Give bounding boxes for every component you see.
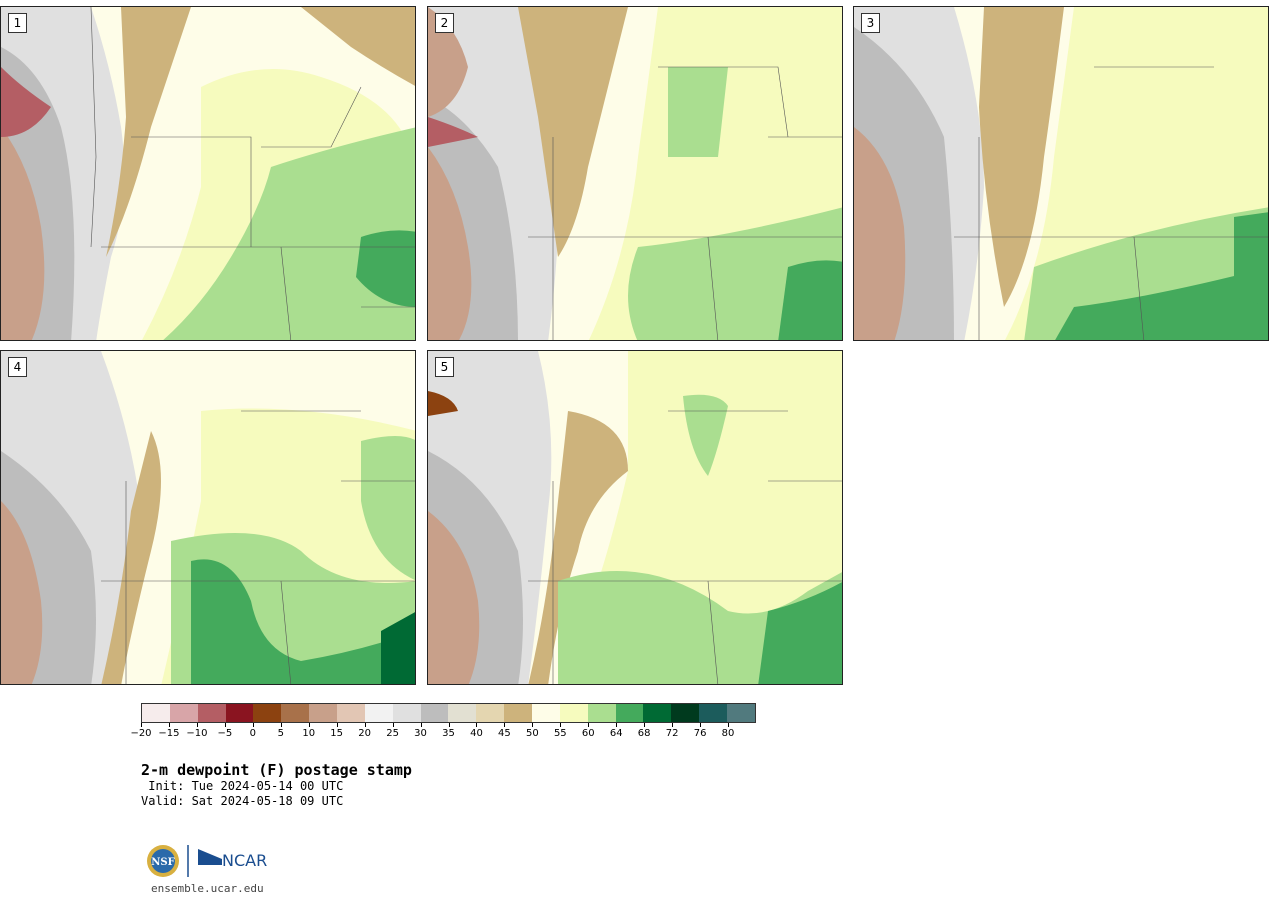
colorbar-swatch (309, 704, 338, 722)
colorbar-tick (616, 723, 618, 727)
nsf-ncar-logo: NSF NCAR (147, 845, 267, 877)
colorbar-tick-label: 45 (498, 728, 511, 739)
colorbar-swatch (671, 704, 700, 722)
colorbar-swatch (699, 704, 728, 722)
colorbar-tick (364, 723, 366, 727)
map-panel-4: 4 (0, 350, 416, 685)
colorbar-tick (336, 723, 338, 727)
colorbar-swatch (532, 704, 560, 722)
colorbar-swatch (142, 704, 170, 722)
colorbar-tick-label: −15 (158, 728, 180, 739)
colorbar-tick (644, 723, 646, 727)
valid-time: Valid: Sat 2024-05-18 09 UTC (141, 794, 344, 808)
colorbar-swatch (559, 704, 588, 722)
colorbar-tick (560, 723, 562, 727)
panel-number: 1 (8, 13, 27, 33)
colorbar-swatch (615, 704, 644, 722)
colorbar-tick-label: 50 (525, 728, 539, 739)
colorbar-swatch (225, 704, 254, 722)
panel-number: 5 (435, 357, 454, 377)
colorbar-tick-label: 0 (249, 728, 256, 739)
colorbar-tick-label: 72 (665, 728, 679, 739)
colorbar-ticks: −20 −15 −10 −5 0 5 10 15 20 25 30 35 40 45 50 55 60 64 68 7… (130, 723, 756, 743)
colorbar-tick-label: 15 (330, 728, 344, 739)
colorbar-tick-label: 55 (553, 728, 567, 739)
colorbar-swatch (169, 704, 198, 722)
panel-number: 3 (861, 13, 880, 33)
dewpoint-map-4 (1, 351, 415, 684)
colorbar-tick-label: 30 (414, 728, 427, 739)
colorbar-tick (448, 723, 450, 727)
colorbar-swatch (643, 704, 672, 722)
colorbar-tick-label: −10 (186, 728, 208, 739)
colorbar-tick-label: 60 (581, 728, 595, 739)
colorbar-tick (168, 723, 170, 727)
colorbar-swatch (392, 704, 421, 722)
colorbar-tick (476, 723, 478, 727)
colorbar-tick-label: 80 (721, 728, 735, 739)
colorbar-tick-label: 40 (470, 728, 483, 739)
colorbar-swatch (448, 704, 477, 722)
colorbar-tick (224, 723, 226, 727)
colorbar-swatch (197, 704, 226, 722)
colorbar-swatch (476, 704, 505, 722)
colorbar-swatch (504, 704, 533, 722)
colorbar-tick (532, 723, 534, 727)
colorbar-swatch (337, 704, 365, 722)
colorbar-tick (420, 723, 422, 727)
colorbar-tick-label: 5 (277, 728, 284, 739)
colorbar-tick-label: 76 (693, 728, 707, 739)
colorbar-swatch (364, 704, 393, 722)
colorbar-swatch (587, 704, 616, 722)
colorbar-tick-label: −20 (130, 728, 152, 739)
map-panel-1: 1 (0, 6, 416, 341)
colorbar-tick-label: −5 (217, 728, 233, 739)
colorbar-swatch (281, 704, 310, 722)
colorbar-tick-label: 35 (442, 728, 455, 739)
dewpoint-map-3 (854, 7, 1268, 340)
colorbar-tick (504, 723, 506, 727)
colorbar-tick-label: 68 (637, 728, 651, 739)
map-panel-5: 5 (427, 350, 843, 685)
init-time: Init: Tue 2024-05-14 00 UTC (141, 779, 344, 793)
map-panel-3: 3 (853, 6, 1269, 341)
colorbar-tick (308, 723, 310, 727)
chart-title: 2-m dewpoint (F) postage stamp (141, 761, 412, 779)
colorbar-tick (280, 723, 282, 727)
colorbar-tick-label: 20 (358, 728, 371, 739)
colorbar-tick (728, 723, 730, 727)
panel-number: 2 (435, 13, 454, 33)
colorbar-tick (392, 723, 394, 727)
colorbar-tick-label: 25 (386, 728, 399, 739)
dewpoint-map-1 (1, 7, 415, 340)
panel-number: 4 (8, 357, 27, 377)
nsf-logo-text: NSF (151, 857, 174, 868)
colorbar (141, 703, 756, 723)
colorbar-tick-label: 10 (302, 728, 316, 739)
colorbar-tick (588, 723, 590, 727)
colorbar-tick (196, 723, 198, 727)
colorbar-swatch (420, 704, 449, 722)
ncar-logo-text: NCAR (222, 851, 267, 870)
dewpoint-map-5 (428, 351, 842, 684)
site-url: ensemble.ucar.edu (151, 882, 264, 895)
colorbar-tick (141, 723, 142, 727)
colorbar-tick (252, 723, 254, 727)
colorbar-tick (700, 723, 702, 727)
map-panel-2: 2 (427, 6, 843, 341)
colorbar-swatch (727, 704, 755, 722)
colorbar-tick (672, 723, 674, 727)
logos: NSF NCAR (145, 843, 275, 879)
dewpoint-map-2 (428, 7, 842, 340)
colorbar-tick-label: 64 (609, 728, 623, 739)
colorbar-swatch (253, 704, 282, 722)
